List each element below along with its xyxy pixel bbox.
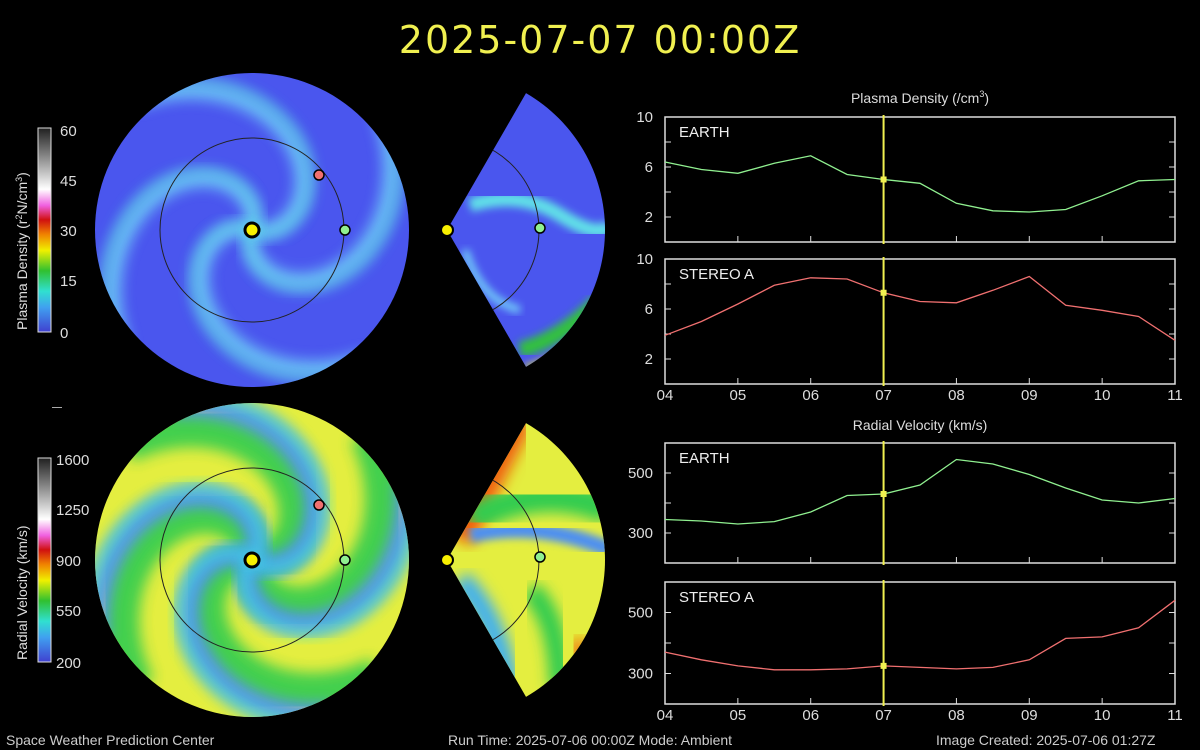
velocity-colorbar: 1600 1250 900 550 200 Radial Velocity (k… <box>14 452 89 672</box>
series-label: EARTH <box>679 124 730 141</box>
current-value-marker <box>880 176 887 183</box>
x-tick-label: 05 <box>730 707 747 724</box>
x-tick-label: 10 <box>1094 707 1111 724</box>
x-tick-label: 07 <box>875 387 892 404</box>
series-line <box>664 458 1176 525</box>
earth-marker <box>339 224 351 236</box>
colorbar-tick: 900 <box>56 553 81 570</box>
colorbar-tick: 0 <box>60 325 68 342</box>
sun-icon <box>243 221 261 239</box>
footer-run-time: Run Time: 2025-07-06 00:00Z Mode: Ambien… <box>448 732 733 748</box>
timestamp-title: 2025-07-07 00:00Z <box>398 18 802 62</box>
x-tick-label: 08 <box>948 387 965 404</box>
colorbar-label: Radial Velocity (km/s) <box>14 525 30 660</box>
x-tick-label: 04 <box>657 707 674 724</box>
y-tick-label: 500 <box>628 465 653 482</box>
y-tick-label: 10 <box>636 251 653 268</box>
x-tick-label: 09 <box>1021 707 1038 724</box>
x-tick-label: 06 <box>802 387 819 404</box>
x-tick-label: 10 <box>1094 387 1111 404</box>
x-tick-label: 09 <box>1021 387 1038 404</box>
series-label: EARTH <box>679 450 730 467</box>
sun-icon <box>243 551 261 569</box>
sun-icon <box>440 553 454 567</box>
colorbar-tick: 1600 <box>56 452 89 469</box>
y-tick-label: 300 <box>628 525 653 542</box>
chart-title: Plasma Density (/cm3) <box>851 89 989 106</box>
plot-panel-earth: 10 6 2 EARTH <box>636 109 1176 244</box>
colorbar-tick: 200 <box>56 655 81 672</box>
footer-image-created: Image Created: 2025-07-06 01:27Z <box>936 732 1156 748</box>
plot-frame <box>664 258 1176 385</box>
y-tick-label: 500 <box>628 605 653 622</box>
density-colorbar: 60 45 30 15 0 Plasma Density (r2N/cm3) <box>14 123 77 342</box>
y-tick-label: 6 <box>645 301 653 318</box>
plot-panel-stereo-a: 04 05 06 07 08 09 10 11 500 300 STEREO A <box>628 580 1183 724</box>
colorbar-tick: 45 <box>60 173 77 190</box>
series-line <box>664 275 1176 341</box>
y-tick-label: 10 <box>636 109 653 126</box>
divider-dash <box>52 407 62 408</box>
earth-marker <box>339 554 351 566</box>
stereo-a-marker <box>313 169 325 181</box>
x-tick-label: 04 <box>657 387 674 404</box>
plot-frame <box>664 442 1176 564</box>
stereo-a-marker <box>313 499 325 511</box>
y-tick-label: 6 <box>645 159 653 176</box>
colorbar-tick: 60 <box>60 123 77 140</box>
current-value-marker <box>880 289 887 296</box>
colorbar-label: Plasma Density (r2N/cm3) <box>14 172 30 330</box>
x-tick-label: 06 <box>802 707 819 724</box>
current-value-marker <box>880 662 887 669</box>
colorbar-tick: 15 <box>60 273 77 290</box>
plot-frame <box>664 116 1176 243</box>
x-tick-label: 11 <box>1167 387 1183 404</box>
x-tick-label: 07 <box>875 707 892 724</box>
footer-org: Space Weather Prediction Center <box>6 732 215 748</box>
sun-icon <box>440 223 454 237</box>
y-tick-label: 2 <box>645 351 653 368</box>
series-line <box>664 155 1176 213</box>
current-value-marker <box>880 491 887 497</box>
earth-marker <box>534 222 546 234</box>
x-tick-label: 11 <box>1167 707 1183 724</box>
earth-marker <box>534 551 546 563</box>
x-tick-label: 08 <box>948 707 965 724</box>
y-tick-label: 300 <box>628 666 653 683</box>
series-line <box>664 599 1176 671</box>
plot-panel-earth: 500 300 EARTH <box>628 441 1176 565</box>
series-label: STEREO A <box>679 266 754 283</box>
y-tick-label: 2 <box>645 209 653 226</box>
x-tick-label: 05 <box>730 387 747 404</box>
colorbar-tick: 1250 <box>56 502 89 519</box>
chart-title: Radial Velocity (km/s) <box>853 417 988 433</box>
colorbar-tick: 550 <box>56 603 81 620</box>
plot-panel-stereo-a: 04 05 06 07 08 09 10 11 10 6 2 STEREO A <box>636 251 1182 404</box>
colorbar-tick: 30 <box>60 223 77 240</box>
series-label: STEREO A <box>679 589 754 606</box>
